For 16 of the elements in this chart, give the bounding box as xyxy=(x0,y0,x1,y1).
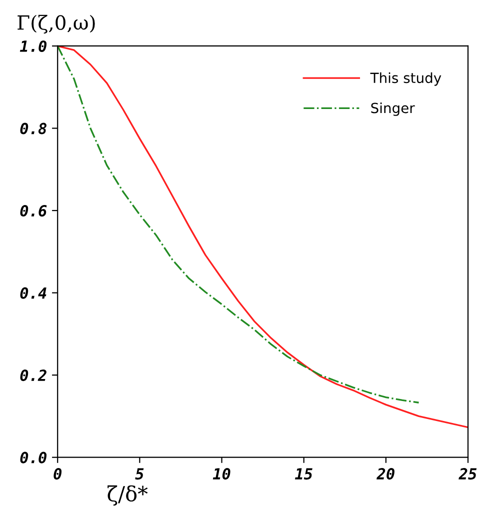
x-axis-title: ζ/δ* xyxy=(108,485,148,506)
y-tick-label: 0.0 xyxy=(20,452,47,464)
legend-label: Singer xyxy=(371,102,415,116)
x-tick-label: 5 xyxy=(135,468,144,480)
y-tick-label: 0.8 xyxy=(20,122,46,134)
y-tick-label: 0.6 xyxy=(20,204,47,217)
y-tick-label: 0.4 xyxy=(20,287,46,299)
y-tick-label: 0.2 xyxy=(20,370,46,382)
y-tick-label: 1.0 xyxy=(20,40,47,52)
x-tick-label: 15 xyxy=(294,468,312,480)
x-tick-label: 10 xyxy=(212,468,230,480)
x-tick-label: 25 xyxy=(458,468,477,480)
legend-label: This study xyxy=(370,72,442,86)
y-axis-title: Γ(ζ,0,ω) xyxy=(18,14,95,34)
x-tick-label: 20 xyxy=(376,468,394,480)
x-tick-label: 0 xyxy=(54,468,62,480)
